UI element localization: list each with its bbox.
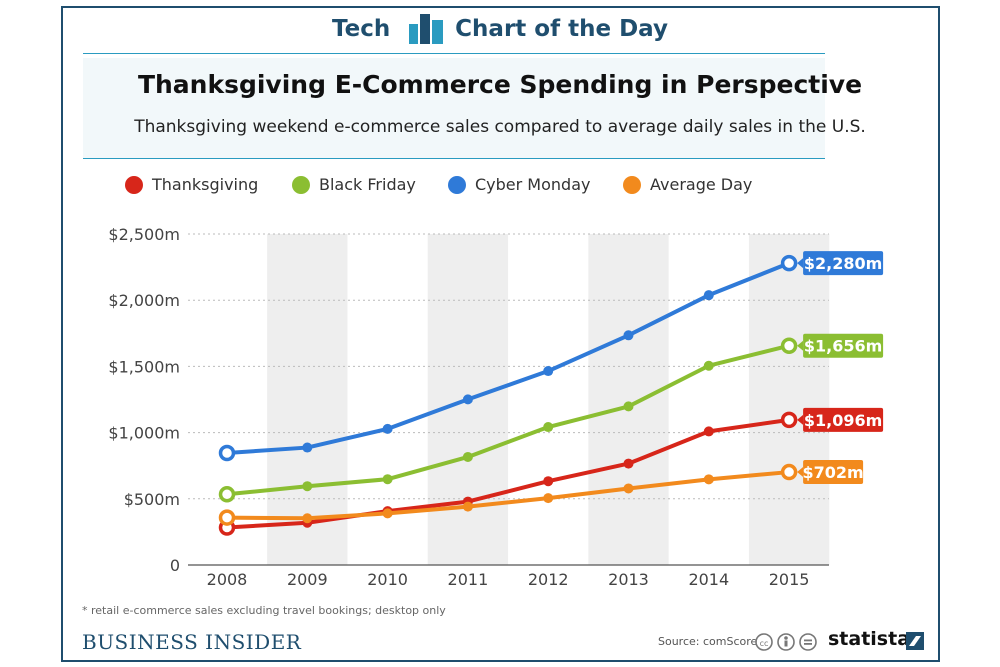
data-point (302, 442, 313, 453)
y-tick-label: $1,500m (108, 357, 180, 376)
data-point (302, 481, 313, 492)
publisher-logo: BUSINESS INSIDER (82, 630, 302, 654)
source-note: Source: comScore (658, 635, 758, 648)
end-label-pointer (797, 414, 804, 425)
data-point (623, 401, 634, 412)
end-label-box (803, 333, 884, 358)
series-line (225, 417, 792, 530)
x-tick-label: 2015 (769, 570, 810, 589)
end-label-pointer (797, 340, 804, 351)
legend-label: Cyber Monday (475, 175, 591, 194)
data-point (703, 290, 714, 301)
x-tick-label: 2011 (448, 570, 489, 589)
y-tick-label: $2,000m (108, 291, 180, 310)
data-point (382, 423, 393, 434)
legend-dot-icon (623, 176, 641, 194)
data-point (218, 486, 236, 503)
y-tick-label: 0 (170, 556, 180, 575)
end-label-box (803, 407, 884, 432)
data-point (780, 463, 798, 481)
legend-label: Average Day (650, 175, 753, 194)
end-label-box (803, 460, 864, 485)
end-value-label: $1,656m (804, 337, 882, 356)
data-point (462, 501, 473, 512)
column-band (267, 234, 348, 565)
title-rule (83, 158, 825, 159)
header-rule (83, 53, 825, 54)
legend-label: Thanksgiving (152, 175, 259, 194)
data-point (218, 509, 236, 526)
legend-dot-icon (448, 176, 466, 194)
column-band (588, 234, 669, 565)
statista-mark-icon (906, 632, 924, 650)
data-point (780, 411, 798, 429)
bar-chart-logo-icon (408, 14, 443, 44)
tech-chart-of-the-day-header: Tech Chart of the Day (0, 14, 1000, 50)
data-point (623, 483, 634, 494)
x-tick-label: 2013 (608, 570, 649, 589)
statista-logo: statista (828, 628, 911, 650)
end-value-label: $2,280m (804, 254, 882, 273)
series-line (225, 343, 792, 497)
series-line (225, 470, 792, 521)
data-point (703, 360, 714, 371)
data-point (382, 474, 393, 485)
data-point (623, 330, 634, 341)
column-band (748, 234, 830, 565)
x-tick-label: 2012 (528, 570, 569, 589)
data-point (218, 444, 236, 462)
x-tick-label: 2009 (287, 570, 328, 589)
chart-subtitle: Thanksgiving weekend e-commerce sales co… (134, 117, 866, 137)
series-line (225, 261, 792, 455)
data-point (623, 458, 634, 469)
data-point (543, 476, 554, 487)
data-point (382, 508, 393, 519)
data-point (703, 474, 714, 485)
end-label-box (803, 251, 884, 276)
x-tick-label: 2010 (367, 570, 408, 589)
data-point (780, 254, 798, 272)
svg-text:cc: cc (760, 639, 769, 648)
creative-commons-icons: cc (755, 633, 817, 651)
end-value-label: $702m (802, 463, 863, 482)
x-tick-label: 2008 (207, 570, 248, 589)
y-tick-label: $2,500m (108, 225, 180, 244)
legend-dot-icon (125, 176, 143, 194)
data-point (543, 422, 554, 433)
legend-dot-icon (292, 176, 310, 194)
footnote: * retail e-commerce sales excluding trav… (82, 604, 446, 617)
x-tick-label: 2014 (688, 570, 729, 589)
end-label-pointer (797, 258, 804, 269)
data-point (543, 366, 554, 377)
header-right-words: Chart of the Day (455, 16, 668, 42)
y-tick-label: $1,000m (108, 424, 180, 443)
end-value-label: $1,096m (804, 411, 882, 430)
y-tick-label: $500m (124, 490, 180, 509)
data-point (302, 513, 313, 524)
legend-label: Black Friday (319, 175, 416, 194)
header-left-word: Tech (332, 16, 391, 42)
data-point (462, 451, 473, 462)
data-point (543, 493, 554, 504)
data-point (780, 337, 798, 354)
line-chart: 0 $500m $1,000m $1,500m $2,000m $2,500m 2008 20… (108, 225, 884, 589)
title-background (83, 58, 825, 158)
data-point (703, 426, 714, 437)
chart-title: Thanksgiving E-Commerce Spending in Pers… (137, 70, 863, 99)
data-point (462, 394, 473, 405)
end-label-pointer (797, 467, 804, 478)
